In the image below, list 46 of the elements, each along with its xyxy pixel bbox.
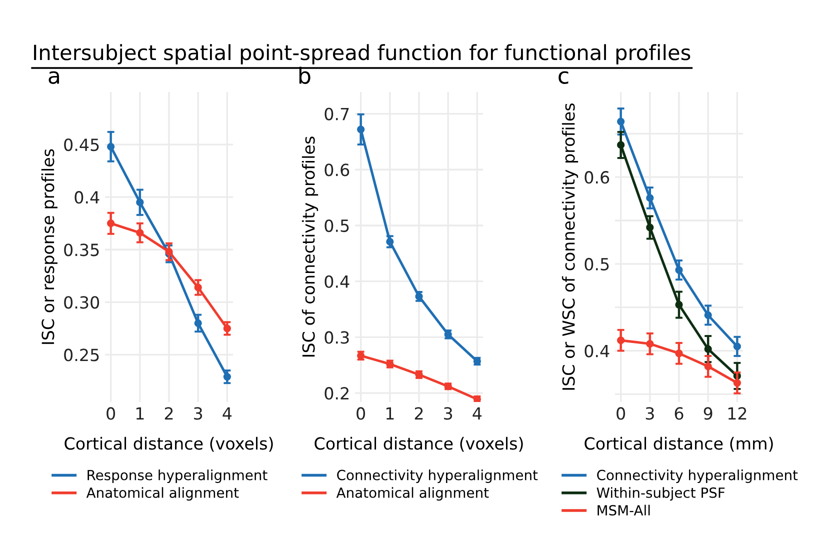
chart-title: b xyxy=(299,66,310,84)
y-tick-label: 0.6 xyxy=(584,171,610,184)
x-tick-label: 4 xyxy=(472,407,482,420)
legend-label: Anatomical alignment xyxy=(336,487,489,501)
y-tick-label: 0.3 xyxy=(324,331,349,344)
legend-label: MSM-All xyxy=(598,504,650,516)
y-tick-label: 0.4 xyxy=(324,275,350,288)
y-tick-label: 0.2 xyxy=(324,387,348,400)
y-tick-label: 0.4 xyxy=(584,344,610,358)
y-tick-label: 0.45 xyxy=(64,138,99,152)
y-tick-label: 0.25 xyxy=(64,348,99,362)
x-tick-label: 4 xyxy=(222,407,232,420)
x-tick-label: 6 xyxy=(674,407,684,420)
x-tick-label: 3 xyxy=(646,407,654,420)
y-axis-title: ISC or response profiles xyxy=(41,149,58,344)
x-tick-label: 2 xyxy=(164,407,173,420)
y-axis-title: ISC or WSC of connectivity profiles xyxy=(562,103,578,390)
x-tick-label: 0 xyxy=(616,407,626,420)
x-axis-title: Cortical distance (voxels) xyxy=(314,436,523,452)
x-axis-title: Cortical distance (mm) xyxy=(584,436,773,452)
x-tick-label: 9 xyxy=(704,407,712,420)
legend-label: Anatomical alignment xyxy=(86,487,239,501)
y-tick-label: 0.7 xyxy=(324,108,349,120)
legend-label: Response hyperalignment xyxy=(88,470,268,483)
y-tick-label: 0.4 xyxy=(74,191,100,204)
x-tick-label: 2 xyxy=(414,407,423,420)
x-axis-title: Cortical distance (voxels) xyxy=(64,436,273,452)
legend-label: Within-subject PSF xyxy=(596,487,725,501)
legend-label: Connectivity hyperalignment xyxy=(597,470,798,483)
x-tick-label: 0 xyxy=(356,407,366,420)
x-tick-label: 0 xyxy=(106,407,116,420)
text: Intersubject spatial point-spread function for functional profiles xyxy=(34,44,690,64)
y-tick-label: 0.6 xyxy=(324,164,350,176)
y-tick-label: 0.5 xyxy=(324,219,349,232)
y-axis-title: ISC of connectivity profiles xyxy=(302,136,318,357)
y-tick-label: 0.30 xyxy=(64,296,100,309)
x-tick-label: 1 xyxy=(386,407,394,420)
x-tick-label: 1 xyxy=(136,407,144,420)
chart-title: c xyxy=(558,71,568,84)
y-tick-label: 0.35 xyxy=(64,244,99,256)
legend-label: Connectivity hyperalignment xyxy=(337,470,538,483)
y-tick-label: 0.5 xyxy=(584,258,609,270)
x-tick-label: 12 xyxy=(728,407,746,420)
x-tick-label: 3 xyxy=(194,407,202,420)
x-tick-label: 3 xyxy=(444,407,452,420)
chart-title: a xyxy=(48,71,59,84)
